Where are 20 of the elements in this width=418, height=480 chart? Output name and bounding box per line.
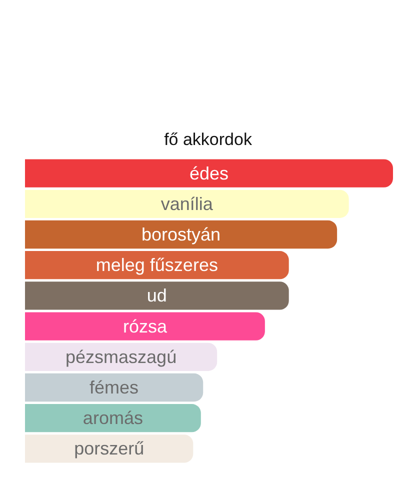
y-tick-label: ud: [146, 286, 167, 306]
y-tick-label: meleg fűszeres: [96, 255, 218, 276]
bar: [25, 373, 204, 402]
y-tick-label: borostyán: [142, 224, 221, 244]
y-tick-label: vanília: [160, 194, 214, 214]
y-tick-label: aromás: [82, 408, 143, 428]
bar: [25, 282, 289, 310]
bar: [25, 190, 349, 218]
bar: [25, 159, 393, 188]
bar: [25, 434, 194, 463]
chart-title: fő akkordok: [164, 130, 252, 149]
y-tick-label: rózsa: [122, 316, 168, 336]
y-tick-label: édes: [189, 163, 229, 184]
bar: [25, 404, 201, 432]
bar: [25, 312, 265, 340]
y-tick-label: porszerű: [74, 438, 144, 459]
y-tick-label: pézsmaszagú: [66, 346, 177, 367]
bar: [25, 220, 338, 249]
bar: [25, 251, 289, 280]
y-tick-label: fémes: [90, 378, 139, 398]
